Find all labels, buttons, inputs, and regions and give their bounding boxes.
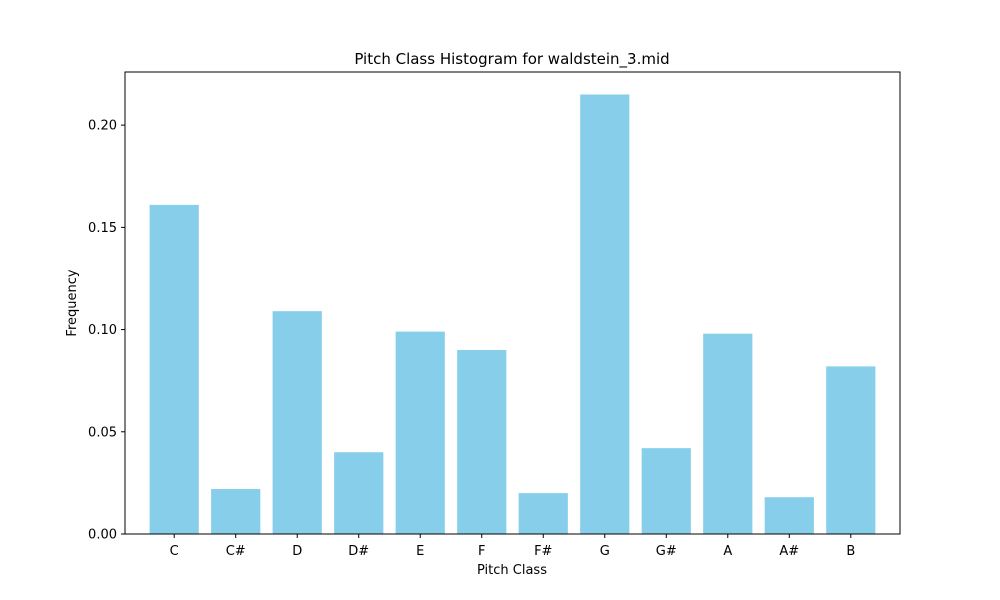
x-tick-label: G <box>600 544 610 559</box>
x-tick-label: E <box>416 544 424 559</box>
chart-title: Pitch Class Histogram for waldstein_3.mi… <box>354 50 669 69</box>
x-tick-label: A# <box>779 544 799 559</box>
bar-f <box>457 350 507 534</box>
x-ticks-group: C C# D D# E F F# G G# A A# B <box>170 534 855 559</box>
bar-d <box>272 311 322 534</box>
y-tick-label: 0.05 <box>88 425 117 440</box>
y-tick-label: 0.20 <box>88 119 117 134</box>
y-tick-label: 0.00 <box>88 528 117 543</box>
y-tick-label: 0.15 <box>88 221 117 236</box>
bar-c <box>149 204 199 534</box>
bar-c-sharp <box>211 489 261 534</box>
x-tick-label: B <box>846 544 855 559</box>
x-tick-label: D <box>292 544 302 559</box>
y-ticks-group: 0.00 0.05 0.10 0.15 0.20 <box>88 119 125 543</box>
x-tick-label: G# <box>656 544 677 559</box>
bar-g <box>580 94 630 534</box>
x-tick-label: A <box>723 544 732 559</box>
bar-a-sharp <box>764 497 814 534</box>
plot-frame <box>124 71 901 535</box>
x-tick-label: C <box>170 544 179 559</box>
bar-d-sharp <box>334 452 384 534</box>
y-axis-label: Frequency <box>65 269 80 336</box>
bars-group <box>149 94 876 534</box>
y-tick-label: 0.10 <box>88 323 117 338</box>
bar-b <box>826 366 876 534</box>
x-tick-label: F# <box>534 544 552 559</box>
bar-f-sharp <box>518 493 568 534</box>
x-axis-label: Pitch Class <box>477 563 547 578</box>
bar-g-sharp <box>641 448 691 534</box>
bar-a <box>703 333 753 534</box>
x-tick-label: F <box>478 544 485 559</box>
bar-e <box>395 331 445 534</box>
x-tick-label: C# <box>226 544 246 559</box>
x-tick-label: D# <box>348 544 369 559</box>
